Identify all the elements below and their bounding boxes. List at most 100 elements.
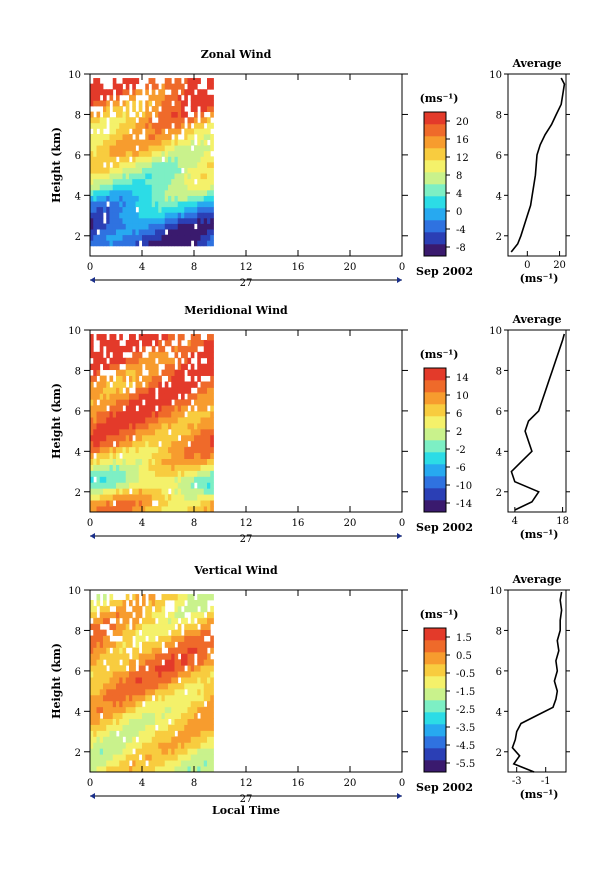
heatmap-cell (187, 89, 192, 96)
heatmap-cell (174, 117, 179, 124)
heatmap-cell (125, 760, 130, 767)
heatmap-cell (197, 94, 201, 101)
heatmap-cell (135, 623, 140, 631)
heatmap-cell (155, 611, 159, 619)
heatmap-cell (181, 506, 185, 513)
heatmap-cell (145, 206, 149, 213)
heatmap-cell (174, 760, 179, 767)
heatmap-cell (148, 665, 153, 672)
heatmap-cell (155, 223, 159, 230)
heatmap-cell (181, 653, 185, 660)
heatmap-cell (155, 736, 159, 743)
heatmap-cell (177, 594, 182, 601)
heatmap-cell (190, 677, 195, 684)
heatmap-cell (203, 683, 208, 690)
heatmap-cell (106, 223, 110, 230)
heatmap-cell (177, 375, 182, 382)
heatmap-cell (151, 234, 156, 241)
heatmap-cell (116, 223, 120, 230)
heatmap-cell (210, 736, 214, 743)
heatmap-cell (145, 464, 149, 471)
heatmap-cell (142, 145, 146, 152)
colorbar-segment (424, 652, 446, 665)
heatmap-cell (187, 736, 192, 743)
heatmap-cell (135, 434, 140, 442)
heatmap-cell (125, 133, 130, 140)
heatmap-cell (164, 748, 169, 755)
heatmap-cell (184, 506, 188, 513)
heatmap-cell (190, 736, 195, 743)
heatmap-cell (93, 766, 97, 773)
heatmap-cell (90, 742, 94, 749)
heatmap-cell (197, 464, 201, 471)
colorbar-label: -6 (456, 463, 466, 474)
heatmap-cell (158, 712, 162, 720)
heatmap-cell (181, 405, 185, 412)
heatmap-cell (135, 748, 140, 755)
heatmap-cell (93, 760, 97, 767)
heatmap-cell (207, 206, 211, 213)
heatmap-cell (119, 173, 123, 180)
colorbar-segment (424, 712, 446, 725)
heatmap-cell (99, 748, 104, 755)
heatmap-cell (151, 760, 156, 767)
heatmap-cell (135, 647, 140, 654)
heatmap-cell (207, 623, 211, 631)
heatmap-cell (177, 688, 182, 696)
heatmap-cell (148, 139, 153, 146)
heatmap-cell (109, 201, 114, 208)
heatmap-cell (112, 428, 117, 436)
heatmap-cell (168, 217, 172, 224)
heatmap-cell (135, 184, 140, 191)
heatmap-cell (158, 387, 162, 394)
heatmap-cell (187, 742, 192, 749)
heatmap-cell (99, 212, 104, 219)
heatmap-cell (93, 623, 97, 631)
heatmap-cell (207, 712, 211, 720)
heatmap-cell (168, 470, 172, 477)
x-tick-label: 0 (87, 518, 93, 529)
heatmap-cell (177, 234, 182, 241)
heatmap-cell (177, 357, 182, 365)
heatmap-cell (138, 173, 143, 180)
heatmap-cell (168, 494, 172, 501)
heatmap-cell (200, 229, 205, 236)
heatmap-cell (151, 369, 156, 376)
heatmap-cell (142, 659, 146, 666)
heatmap-cell (158, 464, 162, 471)
heatmap-cell (103, 178, 107, 185)
heatmap-cell (132, 428, 136, 436)
heatmap-cell (132, 150, 136, 157)
colorbar-label: -0.5 (456, 669, 475, 680)
heatmap-cell (164, 482, 169, 489)
heatmap-cell (112, 381, 117, 388)
heatmap-cell (194, 212, 198, 219)
heatmap-cell (200, 106, 205, 113)
heatmap-cell (142, 178, 146, 185)
heatmap-cell (177, 212, 182, 219)
heatmap-cell (125, 89, 130, 96)
heatmap-cell (93, 217, 97, 224)
heatmap-cell (174, 375, 179, 382)
heatmap-cell (161, 611, 166, 619)
heatmap-cell (112, 83, 117, 90)
heatmap-cell (210, 440, 214, 448)
heatmap-cell (125, 411, 130, 418)
heatmap-cell (184, 653, 188, 660)
heatmap-cell (125, 189, 130, 196)
heatmap-cell (106, 428, 110, 436)
heatmap-cell (174, 240, 179, 247)
heatmap-cell (112, 476, 117, 483)
heatmap-cell (197, 184, 201, 191)
heatmap-cell (96, 100, 101, 107)
heatmap-cell (148, 706, 153, 714)
heatmap-cell (197, 128, 201, 135)
heatmap-cell (155, 748, 159, 755)
heatmap-cell (181, 201, 185, 208)
heatmap-cell (109, 464, 114, 471)
heatmap-cell (190, 506, 195, 513)
heatmap-cell (125, 694, 130, 702)
heatmap-cell (90, 83, 94, 90)
date-label: Sep 2002 (416, 781, 473, 794)
